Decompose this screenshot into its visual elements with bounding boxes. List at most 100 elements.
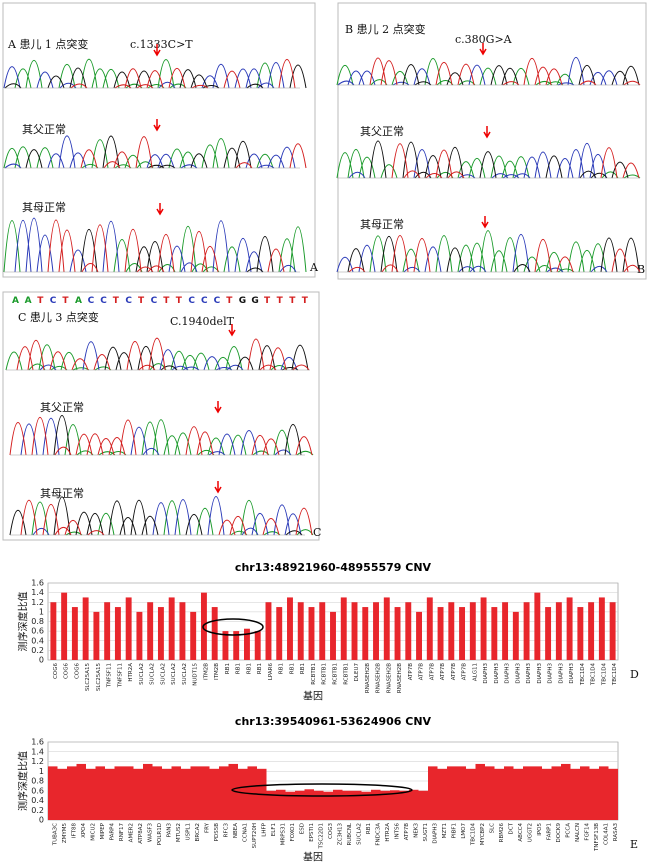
- x-tick-label: SUCLA2: [171, 663, 177, 685]
- bar: [76, 763, 86, 820]
- base-letter: T: [277, 296, 284, 306]
- panel-frame: [2, 2, 316, 278]
- x-tick-label: DIAPH3: [505, 663, 511, 684]
- y-tick-label: 0.4: [31, 796, 44, 805]
- x-tick-label: RNASEH2B: [397, 663, 403, 693]
- x-tick-label: NALCN: [575, 823, 581, 842]
- y-tick-label: 1.4: [31, 747, 44, 756]
- base-letter: T: [37, 296, 44, 306]
- x-tick-label: PCCA: [565, 823, 571, 838]
- bar: [308, 607, 315, 660]
- bar: [181, 768, 191, 820]
- arrow: [156, 203, 164, 216]
- x-tick-label: SUPT20H: [252, 823, 258, 848]
- base-letter: C: [125, 296, 132, 306]
- bar: [437, 607, 444, 660]
- trace: [337, 57, 618, 86]
- x-tick-label: MRPS31: [280, 823, 286, 845]
- base-letter: G: [251, 296, 258, 306]
- x-tick-label: TNFSF11: [107, 663, 113, 688]
- trace: [32, 496, 302, 536]
- x-tick-label: DCT: [508, 822, 514, 834]
- x-tick-label: DIAPH3: [526, 663, 532, 684]
- trace: [80, 229, 274, 273]
- bar: [608, 768, 618, 820]
- y-tick-label: 0: [39, 816, 44, 825]
- bar: [418, 790, 428, 820]
- base-letter: C: [50, 296, 57, 306]
- bar: [577, 607, 584, 660]
- bar: [143, 763, 153, 820]
- mutation-label: c.1333C>T: [130, 38, 193, 51]
- bar: [523, 766, 533, 820]
- arrow: [153, 119, 161, 132]
- y-tick-label: 0.6: [31, 786, 44, 795]
- bar: [222, 631, 229, 660]
- bar: [314, 790, 324, 820]
- x-tick-label: SLC25A15: [85, 663, 91, 692]
- x-tick-label: TBC1D4: [580, 663, 586, 687]
- x-tick-label: COG6: [74, 663, 80, 679]
- bar: [333, 789, 343, 820]
- trace: [348, 235, 641, 273]
- x-tick-label: NUDT15: [193, 663, 199, 686]
- trace: [31, 499, 314, 536]
- trace: [9, 496, 303, 536]
- x-tick-label: RNASEH2B: [386, 663, 392, 693]
- bar: [219, 766, 229, 820]
- bar: [265, 602, 272, 660]
- y-axis-label: 测序深度比值: [17, 592, 30, 652]
- base-letter: T: [264, 296, 271, 306]
- x-tick-label: FGF14: [584, 823, 590, 841]
- trace: [14, 58, 274, 89]
- x-tick-label: HTR2A: [385, 823, 391, 842]
- bar: [469, 602, 476, 660]
- bar: [340, 597, 347, 660]
- x-tick-label: ATP8A2: [138, 823, 144, 844]
- trace: [64, 419, 314, 456]
- bar: [105, 768, 115, 820]
- trace: [5, 344, 288, 371]
- x-tick-label: PAN3: [166, 823, 172, 838]
- trace: [369, 140, 629, 179]
- y-tick-label: 1: [39, 607, 44, 616]
- base-letter: C: [214, 296, 221, 306]
- x-tick-label: MYCBP2: [480, 823, 486, 845]
- x-tick-label: RB1: [257, 663, 263, 674]
- x-tick-label: PARP4: [109, 823, 115, 841]
- bar: [104, 602, 111, 660]
- bar: [200, 592, 207, 660]
- bar: [361, 791, 371, 820]
- x-tick-label: TNFSF13B: [594, 823, 600, 852]
- bar: [276, 607, 283, 660]
- x-tick-label: FARP1: [546, 823, 552, 840]
- x-tick-label: LMO7: [461, 823, 467, 839]
- mother-label: 其母正常: [22, 201, 66, 214]
- x-tick-label: HTR2A: [128, 663, 134, 682]
- x-tick-label: RCBTB1: [333, 663, 339, 685]
- x-tick-label: NBEA: [233, 823, 239, 838]
- x-tick-label: LPAR6: [268, 663, 274, 681]
- bar: [362, 607, 369, 660]
- bar: [555, 602, 562, 660]
- x-tick-label: SUCLA2: [150, 663, 156, 685]
- base-letter: C: [100, 296, 107, 306]
- bar: [551, 766, 561, 820]
- trace: [391, 143, 640, 179]
- y-axis-label: 测序深度比值: [17, 751, 30, 811]
- x-tick-label: TUBA3C: [52, 823, 58, 846]
- x-tick-label: DIAPH3: [515, 663, 521, 684]
- x-tick-label: TBC1D4: [591, 663, 597, 687]
- x-tick-label: TBC1D4: [470, 823, 476, 847]
- bar: [504, 766, 514, 820]
- x-tick-label: COG6: [53, 663, 59, 679]
- bar: [171, 766, 181, 820]
- trace: [39, 341, 298, 371]
- x-tick-label: SUCLA2: [182, 663, 188, 685]
- x-tick-label: RNASEH2B: [376, 663, 382, 693]
- panel-frame: [337, 2, 647, 280]
- x-tick-label: RFC3: [223, 823, 229, 838]
- panel-letter: B: [637, 263, 645, 276]
- trace: [9, 417, 313, 456]
- bar: [114, 607, 121, 660]
